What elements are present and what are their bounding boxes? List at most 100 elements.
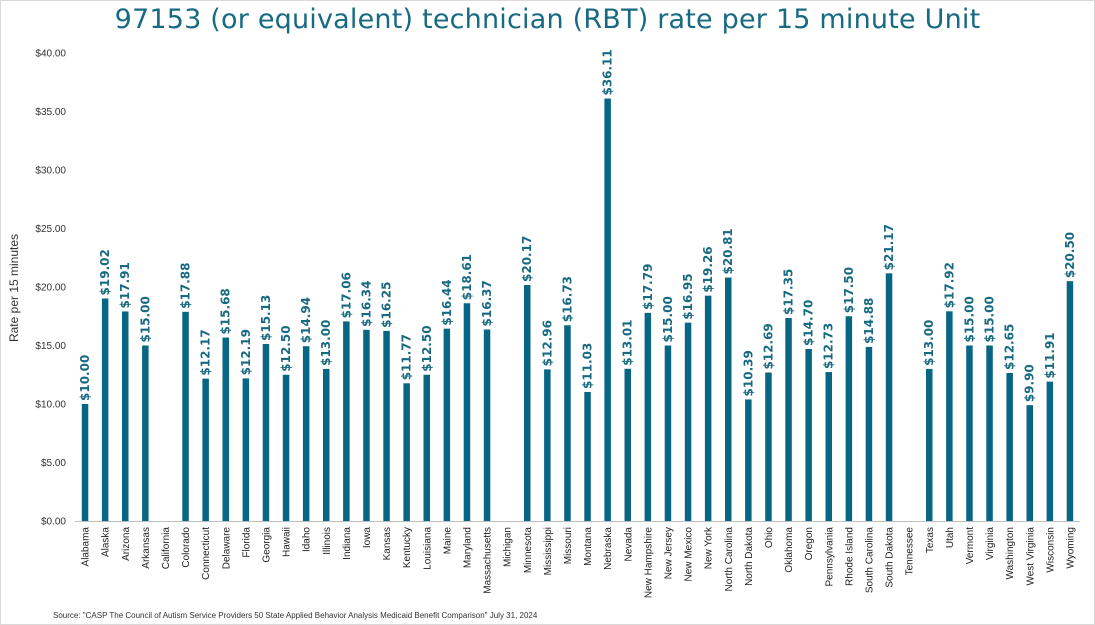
category-label: Minnesota [523, 527, 534, 574]
category-label: South Dakota [885, 527, 896, 588]
data-label: $11.77 [400, 334, 414, 380]
data-label: $10.39 [741, 350, 755, 396]
data-label: $13.00 [922, 320, 936, 366]
data-label: $18.61 [460, 254, 474, 300]
category-label: Kansas [382, 527, 393, 560]
bar [403, 383, 410, 521]
bar [885, 273, 893, 521]
category-label-layer: Alabama Alaska Arizona Arkansas California Co… [81, 526, 1077, 598]
data-label: $13.01 [621, 319, 635, 365]
category-label: Iowa [362, 527, 373, 549]
data-label: $15.00 [138, 296, 152, 342]
y-tick-label: $20.00 [35, 283, 66, 294]
category-label: Maine [442, 527, 453, 555]
category-label: Idaho [302, 527, 313, 552]
category-label: Oklahoma [784, 527, 795, 573]
data-label: $21.17 [882, 224, 896, 270]
data-label: $15.68 [219, 288, 233, 334]
data-label: $17.50 [842, 267, 856, 313]
category-label: New Mexico [684, 527, 695, 582]
y-tick-label: $0.00 [41, 517, 66, 528]
category-label: New Hampshire [643, 527, 654, 599]
category-label: Hawaii [282, 527, 293, 557]
y-tick-label: $10.00 [35, 400, 66, 411]
category-label: Illinois [322, 527, 333, 555]
category-label: Alabama [81, 527, 92, 567]
bar [323, 368, 330, 521]
category-label: Georgia [261, 527, 272, 563]
category-label: Wyoming [1065, 527, 1076, 569]
bar [423, 374, 430, 521]
bar [182, 311, 189, 521]
category-label: Missouri [563, 527, 574, 564]
category-label: Massachusetts [483, 527, 494, 594]
data-label: $12.17 [199, 329, 213, 375]
bar [101, 298, 109, 521]
data-label: $16.34 [359, 281, 373, 327]
data-label: $17.92 [942, 262, 956, 308]
category-label: Utah [945, 527, 956, 548]
category-label: Washington [1005, 527, 1016, 579]
category-label: Michigan [503, 527, 514, 567]
bar [664, 345, 672, 521]
data-label: $15.00 [962, 296, 976, 342]
bar [624, 368, 631, 521]
data-label: $16.44 [440, 279, 454, 325]
bar [262, 343, 270, 521]
data-label: $16.95 [681, 273, 695, 319]
data-label: $12.73 [822, 323, 836, 369]
category-label: Wisconsin [1045, 527, 1056, 573]
bar [242, 378, 250, 521]
bar [142, 345, 149, 521]
data-label: $19.26 [701, 246, 715, 292]
category-label: New Jersey [663, 527, 674, 579]
category-label: Kentucky [402, 527, 413, 568]
bar [986, 345, 993, 521]
data-label: $12.69 [761, 323, 775, 369]
bar [745, 399, 752, 521]
bar [825, 372, 832, 521]
category-label: Mississippi [543, 527, 554, 575]
category-label: Tennessee [905, 527, 916, 576]
data-label: $20.17 [520, 236, 534, 282]
data-label: $16.73 [560, 276, 574, 322]
y-tick-label: $30.00 [35, 166, 66, 177]
data-label: $17.79 [641, 264, 655, 310]
data-label: $36.11 [601, 49, 615, 95]
bar [805, 349, 812, 521]
data-label: $15.13 [259, 295, 273, 341]
category-label: Alaska [101, 527, 112, 557]
bar [966, 345, 973, 521]
data-label: $10.00 [78, 355, 92, 401]
category-label: Louisiana [422, 527, 433, 570]
category-label: Rhode Island [844, 527, 855, 586]
data-label: $16.37 [480, 280, 494, 326]
bar [122, 311, 129, 521]
y-tick-label: $5.00 [41, 458, 66, 469]
category-label: South Carolina [864, 527, 875, 594]
category-label: Delaware [221, 527, 232, 570]
data-label: $13.00 [319, 320, 333, 366]
bar [1066, 281, 1074, 521]
category-label: Indiana [342, 527, 353, 560]
category-label: Virginia [985, 527, 996, 561]
data-label: $15.00 [661, 296, 675, 342]
data-label: $19.02 [98, 249, 112, 295]
category-label: Texas [925, 527, 936, 553]
axis-layer: $0.00 $5.00 $10.00 $15.00 $20.00 $25.00 $30.00… [35, 49, 1080, 528]
category-label: Florida [241, 527, 252, 558]
bar [564, 325, 571, 521]
y-tick-label: $25.00 [35, 224, 66, 235]
category-label: West Virginia [1025, 527, 1036, 586]
bar [704, 295, 712, 521]
bar [202, 378, 209, 521]
category-label: Oregon [804, 527, 815, 560]
bar [765, 372, 772, 521]
y-tick-label: $15.00 [35, 341, 66, 352]
data-label: $11.03 [581, 343, 595, 389]
bar [222, 337, 229, 521]
data-label: $12.50 [420, 325, 434, 371]
category-label: Nebraska [603, 527, 614, 570]
category-label: North Dakota [744, 527, 755, 586]
